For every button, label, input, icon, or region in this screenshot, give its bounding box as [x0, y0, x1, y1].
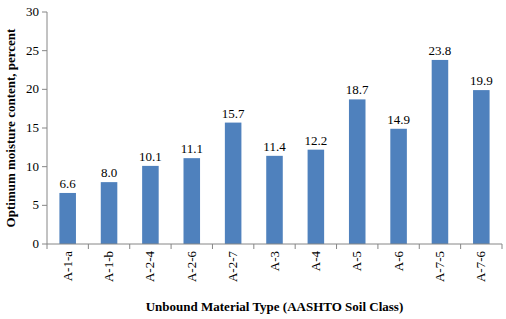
y-tick-label: 15 — [26, 120, 39, 135]
x-tick — [212, 244, 213, 249]
y-tick-label: 25 — [26, 43, 39, 58]
x-tick — [129, 244, 130, 249]
bar — [266, 156, 283, 244]
x-tick-label: A-3 — [267, 251, 282, 271]
data-label: 23.8 — [429, 43, 452, 58]
x-tick-label: A-1-a — [60, 251, 75, 282]
bar — [59, 193, 76, 244]
bar — [308, 150, 325, 244]
x-axis-title: Unbound Material Type (AASHTO Soil Class… — [146, 299, 404, 314]
x-tick — [336, 244, 337, 249]
x-tick-label: A-7-5 — [432, 251, 447, 282]
data-label: 14.9 — [387, 112, 410, 127]
x-tick-label: A-2-4 — [142, 251, 157, 283]
y-tick — [42, 205, 47, 206]
chart-container: 0 5 10 15 20 25 30 6.6 8.0 10.1 11.1 15.7 11.4 12.2 18… — [0, 0, 506, 319]
x-tick — [253, 244, 254, 249]
bar — [349, 99, 366, 244]
x-tick — [47, 244, 48, 249]
x-tick-label: A-6 — [391, 251, 406, 272]
bar — [142, 166, 159, 244]
x-tick-label: A-4 — [308, 251, 323, 272]
x-tick-label: A-2-7 — [225, 251, 240, 283]
y-tick — [42, 128, 47, 129]
x-tick — [171, 244, 172, 249]
y-tick-label: 30 — [26, 4, 39, 19]
x-tick — [460, 244, 461, 249]
x-tick-label: A-1-b — [101, 251, 116, 282]
x-tick-label: A-7-6 — [473, 251, 488, 283]
y-tick — [42, 50, 47, 51]
bars — [59, 60, 489, 244]
x-tick — [88, 244, 89, 249]
y-tick-label: 10 — [26, 159, 39, 174]
y-axis — [47, 12, 48, 244]
data-label: 11.1 — [181, 141, 203, 156]
bar — [184, 158, 201, 244]
data-label: 8.0 — [101, 165, 117, 180]
y-tick — [42, 166, 47, 167]
bar — [101, 182, 118, 244]
data-label: 19.9 — [470, 73, 493, 88]
x-tick — [502, 244, 503, 249]
x-tick — [295, 244, 296, 249]
y-axis-title: Optimum moisture content, percent — [3, 28, 18, 227]
x-tick — [419, 244, 420, 249]
y-tick — [42, 244, 47, 245]
data-label: 6.6 — [60, 176, 77, 191]
bar — [473, 90, 490, 244]
data-label: 15.7 — [222, 106, 245, 121]
x-tick-label: A-2-6 — [184, 251, 199, 283]
y-tick — [42, 89, 47, 90]
data-label: 11.4 — [263, 139, 286, 154]
chart-svg: 0 5 10 15 20 25 30 6.6 8.0 10.1 11.1 15.7 11.4 12.2 18… — [0, 0, 506, 319]
x-axis — [47, 244, 502, 245]
data-label: 10.1 — [139, 149, 162, 164]
data-label: 12.2 — [304, 133, 327, 148]
y-tick-label: 0 — [33, 236, 40, 251]
y-tick — [42, 12, 47, 13]
data-label: 18.7 — [346, 82, 369, 97]
x-tick — [377, 244, 378, 249]
bar — [390, 129, 407, 244]
y-tick-label: 5 — [33, 197, 40, 212]
bar — [225, 123, 242, 244]
x-tick-label: A-5 — [349, 251, 364, 271]
bar — [432, 60, 449, 244]
y-tick-label: 20 — [26, 81, 39, 96]
